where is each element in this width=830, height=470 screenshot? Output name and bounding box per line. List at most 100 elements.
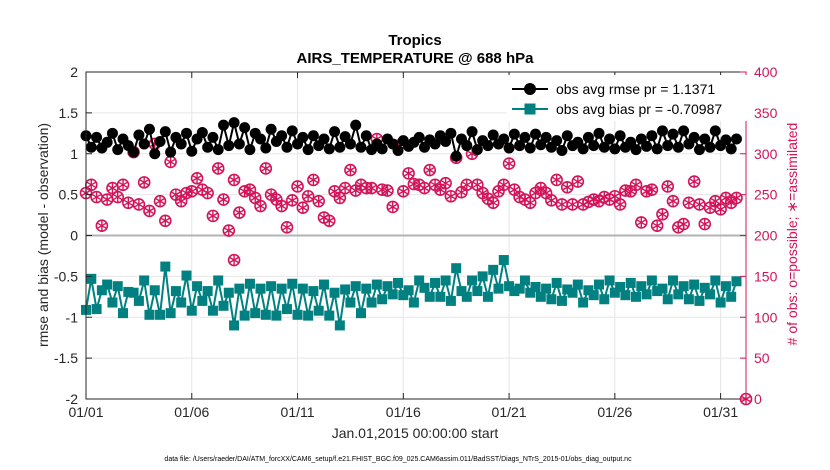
- obs-possible-point: [190, 171, 204, 185]
- obs-assimilated-point: [419, 183, 430, 194]
- obs-assimilated-point: [366, 183, 377, 194]
- obs-possible-point: [656, 207, 669, 221]
- obs-assimilated-point: [403, 168, 414, 179]
- obs-assimilated-point: [541, 187, 551, 198]
- obs-assimilated-point: [202, 187, 213, 198]
- bias-point: [419, 282, 430, 293]
- bias-point: [541, 283, 552, 294]
- obs-possible-point: [634, 216, 648, 229]
- bias-point: [493, 283, 504, 294]
- obs-assimilated-point: [107, 183, 118, 194]
- rmse-point: [255, 133, 267, 145]
- obs-possible-point: [153, 194, 167, 208]
- obs-possible-point: [285, 194, 299, 207]
- bias-point: [652, 286, 663, 297]
- bias-point: [599, 294, 610, 305]
- bias-point: [213, 275, 224, 286]
- obs-possible-point: [545, 194, 558, 207]
- bias-point: [371, 279, 382, 290]
- obs-assimilated-point: [663, 181, 673, 192]
- obs-assimilated-point: [118, 179, 128, 190]
- x-axis-label: Jan.01,2015 00:00:00 start: [332, 425, 499, 441]
- obs-assimilated-point: [499, 179, 509, 190]
- bias-point: [435, 291, 446, 302]
- bias-point: [456, 286, 467, 297]
- rmse-point: [307, 130, 319, 142]
- obs-assimilated-point: [557, 199, 567, 210]
- obs-possible-point: [687, 175, 701, 188]
- y-right-tick-label: 200: [754, 228, 778, 244]
- rmse-point: [704, 141, 716, 153]
- bias-point: [176, 297, 187, 308]
- bias-point: [620, 290, 631, 301]
- obs-assimilated-point: [282, 222, 292, 233]
- obs-assimilated-point: [610, 191, 620, 202]
- rmse-point: [175, 138, 187, 150]
- bias-point: [361, 283, 372, 294]
- obs-assimilated-point: [351, 185, 361, 196]
- bias-point: [583, 285, 594, 296]
- y-right-tick-label: 350: [754, 105, 778, 121]
- bias-point: [509, 286, 520, 297]
- bias-point: [260, 309, 271, 320]
- rmse-point: [233, 138, 245, 150]
- bias-point: [414, 275, 425, 286]
- obs-assimilated-point: [435, 184, 446, 195]
- y-tick-label: -1.5: [54, 350, 78, 366]
- data-file-footer: data file: /Users/raeder/DAI/ATM_forcXX/…: [164, 456, 632, 463]
- obs-assimilated-point: [626, 186, 636, 197]
- bias-point: [123, 286, 134, 297]
- obs-possible-point: [439, 176, 452, 190]
- obs-assimilated-point: [314, 196, 324, 207]
- rmse-point: [413, 131, 425, 143]
- obs-assimilated-point: [546, 195, 557, 206]
- obs-assimilated-point: [456, 187, 467, 198]
- rmse-point: [165, 146, 177, 158]
- obs-assimilated-point: [689, 176, 699, 187]
- rmse-point: [265, 123, 277, 135]
- bias-point: [657, 283, 668, 294]
- obs-assimilated-point: [425, 165, 435, 176]
- obs-assimilated-point: [705, 202, 715, 213]
- bias-point: [250, 308, 261, 319]
- bias-point: [181, 270, 192, 281]
- y-axis-left: 2 1.5 1 0.5 0 -0.5 -1 -1.5 -2: [54, 64, 746, 407]
- rmse-point: [556, 144, 568, 156]
- obs-assimilated-point: [192, 173, 202, 184]
- obs-possible-point: [280, 221, 294, 234]
- y-tick-label: 2: [70, 64, 78, 80]
- obs-possible-point: [571, 175, 585, 188]
- series-layer: [79, 117, 753, 406]
- bias-point: [318, 279, 329, 290]
- obs-assimilated-point: [102, 194, 112, 205]
- obs-assimilated-point: [234, 207, 245, 218]
- bias-point: [514, 283, 525, 294]
- rmse-point: [360, 130, 372, 142]
- obs-possible-point: [423, 163, 437, 177]
- bias-point: [345, 297, 356, 308]
- obs-assimilated-point: [615, 199, 625, 210]
- rmse-point: [202, 141, 214, 153]
- obs-assimilated-point: [324, 215, 334, 226]
- bias-point: [572, 279, 583, 290]
- bias-point: [387, 289, 398, 300]
- rmse-point: [186, 145, 198, 157]
- rmse-point: [91, 131, 103, 143]
- bias-point: [482, 291, 493, 302]
- rmse-point: [239, 122, 251, 134]
- obs-assimilated-point: [261, 163, 271, 174]
- obs-possible-point: [301, 189, 315, 203]
- bias-point: [615, 282, 626, 293]
- bias-point: [308, 286, 319, 297]
- obs-possible-point: [259, 162, 273, 175]
- obs-possible-point: [233, 206, 246, 219]
- rmse-point: [651, 143, 663, 155]
- bias-point: [244, 278, 255, 289]
- rmse-point: [159, 126, 171, 138]
- rmse-point: [154, 135, 166, 147]
- bias-point: [91, 304, 102, 315]
- rmse-point: [588, 140, 600, 152]
- obs-assimilated-point: [276, 201, 287, 212]
- bias-point: [699, 282, 710, 293]
- bias-point: [160, 261, 171, 272]
